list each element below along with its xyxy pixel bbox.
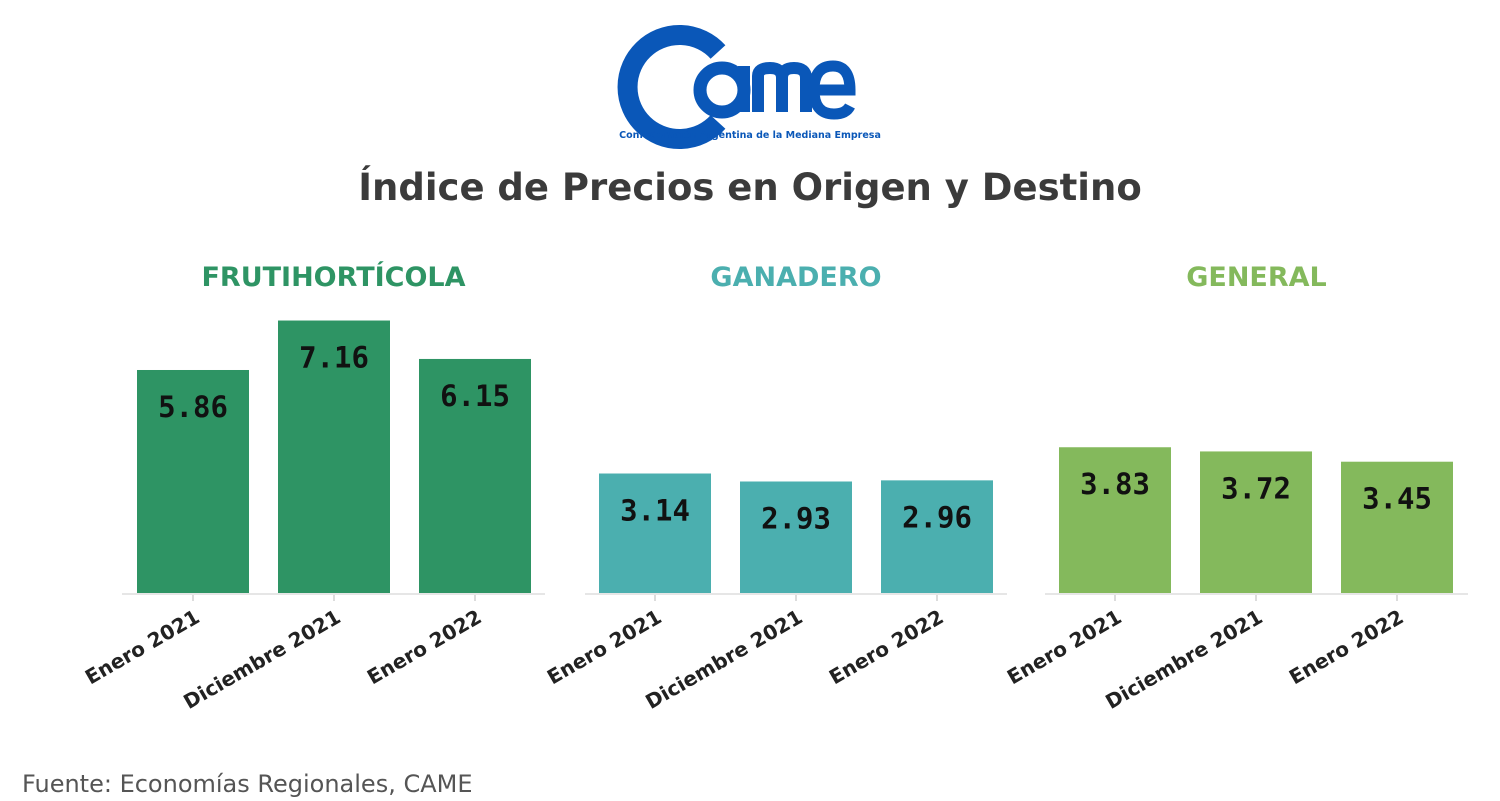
data-label: 6.15 bbox=[440, 379, 510, 413]
x-tick-label: Diciembre 2021 bbox=[641, 605, 806, 714]
data-label: 3.45 bbox=[1362, 482, 1432, 516]
x-tick-label: Diciembre 2021 bbox=[1101, 605, 1266, 714]
bar bbox=[137, 369, 249, 593]
data-label: 2.96 bbox=[902, 500, 972, 534]
logo-tagline: Confederación Argentina de la Mediana Em… bbox=[619, 130, 881, 141]
panel-title-frutihorticola: FRUTIHORTÍCOLA bbox=[201, 261, 465, 293]
page-title: Índice de Precios en Origen y Destino bbox=[358, 166, 1142, 209]
bar bbox=[278, 320, 390, 593]
bar bbox=[419, 358, 531, 593]
bar bbox=[599, 473, 711, 593]
data-label: 7.16 bbox=[299, 341, 369, 375]
bar bbox=[740, 481, 852, 593]
source-note: Fuente: Economías Regionales, CAME bbox=[22, 770, 473, 798]
bar bbox=[1059, 447, 1171, 593]
x-tick-label: Enero 2021 bbox=[81, 605, 204, 690]
bar bbox=[881, 480, 993, 593]
x-tick-label: Enero 2021 bbox=[1003, 605, 1126, 690]
x-tick-label: Enero 2022 bbox=[363, 605, 486, 690]
panel-title-general: GENERAL bbox=[1186, 262, 1327, 293]
x-tick-label: Enero 2022 bbox=[825, 605, 948, 690]
data-label: 3.14 bbox=[620, 494, 690, 528]
bar bbox=[1200, 451, 1312, 593]
x-tick-label: Enero 2021 bbox=[543, 605, 666, 690]
data-label: 3.72 bbox=[1221, 471, 1291, 505]
x-tick-label: Diciembre 2021 bbox=[179, 605, 344, 714]
came-logo bbox=[617, 25, 856, 149]
data-label: 5.86 bbox=[158, 390, 228, 424]
panel-title-ganadero: GANADERO bbox=[710, 262, 881, 293]
data-label: 3.83 bbox=[1080, 467, 1150, 501]
bar bbox=[1341, 461, 1453, 593]
data-label: 2.93 bbox=[761, 501, 831, 535]
x-tick-label: Enero 2022 bbox=[1285, 605, 1408, 690]
